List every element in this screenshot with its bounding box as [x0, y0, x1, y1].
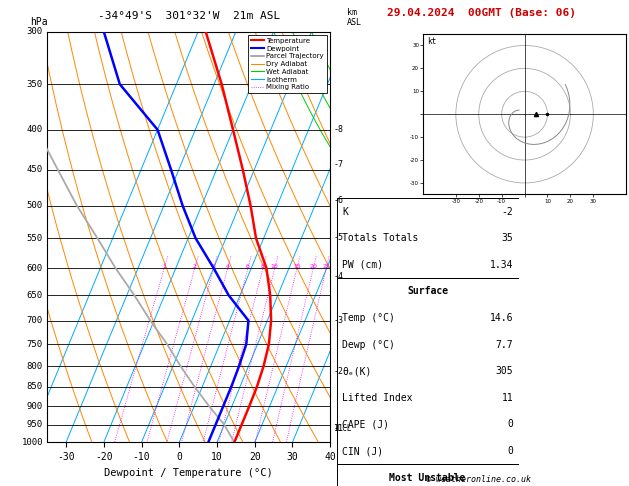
Text: -4: -4 [333, 273, 343, 281]
Text: K: K [342, 207, 348, 217]
Text: Lifted Index: Lifted Index [342, 393, 413, 403]
Text: 950: 950 [27, 420, 43, 429]
Text: 2: 2 [192, 264, 197, 269]
Text: 35: 35 [501, 233, 513, 243]
Text: 300: 300 [27, 27, 43, 36]
Text: 800: 800 [27, 362, 43, 371]
Text: 450: 450 [27, 165, 43, 174]
Text: 550: 550 [27, 234, 43, 243]
X-axis label: Dewpoint / Temperature (°C): Dewpoint / Temperature (°C) [104, 468, 273, 478]
Text: 650: 650 [27, 291, 43, 300]
Text: 20: 20 [309, 264, 317, 269]
Text: 400: 400 [27, 125, 43, 134]
Text: 3: 3 [211, 264, 216, 269]
Text: 11: 11 [501, 393, 513, 403]
Text: 15: 15 [293, 264, 301, 269]
Text: -8: -8 [333, 125, 343, 134]
Text: -6: -6 [333, 196, 343, 205]
Text: 10: 10 [270, 264, 279, 269]
Text: 6: 6 [246, 264, 250, 269]
Text: 14.6: 14.6 [490, 313, 513, 323]
Text: PW (cm): PW (cm) [342, 260, 383, 270]
Text: -7: -7 [333, 160, 343, 169]
Text: CIN (J): CIN (J) [342, 446, 383, 456]
Text: 0: 0 [508, 446, 513, 456]
Bar [337, 278, 519, 464]
Bar [337, 198, 519, 278]
Text: 1000: 1000 [21, 438, 43, 447]
Text: -2: -2 [501, 207, 513, 217]
Text: Most Unstable: Most Unstable [389, 472, 466, 483]
Text: -5: -5 [333, 233, 343, 242]
Text: 1LCL: 1LCL [333, 424, 352, 433]
Text: 850: 850 [27, 382, 43, 391]
Text: 1.34: 1.34 [490, 260, 513, 270]
Text: 0: 0 [508, 419, 513, 430]
Text: 350: 350 [27, 80, 43, 88]
Text: 25: 25 [322, 264, 330, 269]
Text: hPa: hPa [30, 17, 48, 28]
Text: Temp (°C): Temp (°C) [342, 313, 395, 323]
Text: 29.04.2024  00GMT (Base: 06): 29.04.2024 00GMT (Base: 06) [387, 8, 576, 18]
Text: 750: 750 [27, 340, 43, 348]
Text: Dewp (°C): Dewp (°C) [342, 340, 395, 349]
Bar [337, 464, 519, 486]
Text: Surface: Surface [407, 286, 448, 296]
Text: 900: 900 [27, 402, 43, 411]
Text: 1: 1 [162, 264, 166, 269]
Text: km
ASL: km ASL [347, 8, 362, 28]
Text: -2: -2 [333, 367, 343, 376]
Text: -3: -3 [333, 316, 343, 325]
Text: kt: kt [427, 37, 437, 46]
Text: © weatheronline.co.uk: © weatheronline.co.uk [426, 474, 530, 484]
Text: 4: 4 [225, 264, 230, 269]
Text: Totals Totals: Totals Totals [342, 233, 418, 243]
Legend: Temperature, Dewpoint, Parcel Trajectory, Dry Adiabat, Wet Adiabat, Isotherm, Mi: Temperature, Dewpoint, Parcel Trajectory… [248, 35, 326, 93]
Text: 600: 600 [27, 263, 43, 273]
Text: CAPE (J): CAPE (J) [342, 419, 389, 430]
Text: 500: 500 [27, 201, 43, 210]
Text: -34°49'S  301°32'W  21m ASL: -34°49'S 301°32'W 21m ASL [97, 11, 280, 21]
Text: 700: 700 [27, 316, 43, 325]
Text: 7.7: 7.7 [496, 340, 513, 349]
Text: 8: 8 [261, 264, 265, 269]
Text: 305: 305 [496, 366, 513, 376]
Text: θₑ(K): θₑ(K) [342, 366, 371, 376]
Text: -1: -1 [333, 424, 343, 433]
